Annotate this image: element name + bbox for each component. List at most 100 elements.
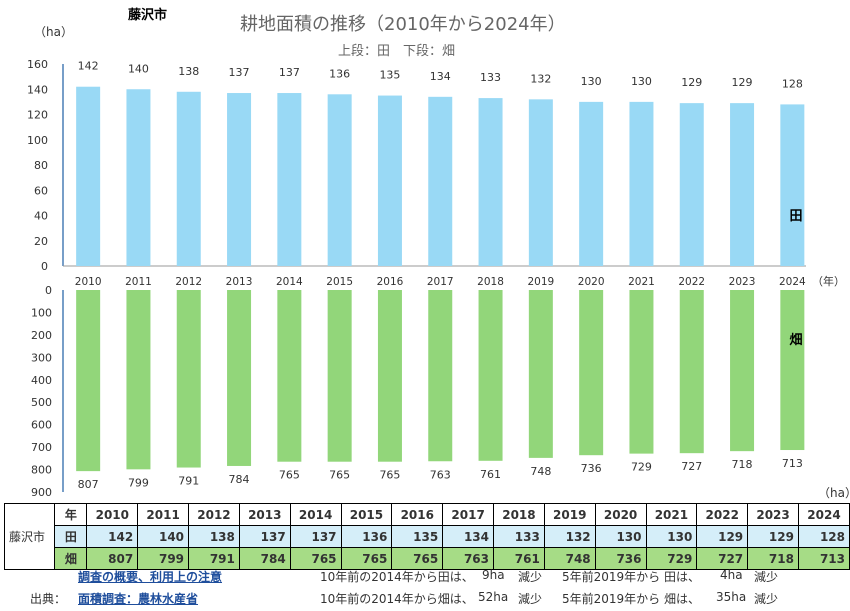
x-tick-label: 2013 — [226, 276, 253, 288]
table-rice-cell: 129 — [747, 525, 799, 548]
x-tick-label: 2011 — [125, 276, 152, 288]
table-field-cell: 784 — [238, 547, 291, 570]
x-tick-label: 2016 — [377, 276, 404, 288]
table-rice-cell: 135 — [391, 525, 444, 548]
rice-bar — [277, 93, 302, 266]
table-year-cell: 2013 — [238, 503, 291, 526]
table-field-cell: 748 — [543, 547, 596, 570]
table-header-row: 年 2010 2011 2012 2013 2014 2015 2016 2017 2018 20… — [3, 503, 850, 526]
x-tick-label: 2015 — [326, 276, 353, 288]
field-value-label: 765 — [279, 469, 300, 482]
field-y-tick-label: 900 — [31, 486, 52, 499]
table-field-cell: 761 — [493, 547, 545, 570]
rice-series-label: 田 — [789, 209, 802, 224]
table-rice-cell: 142 — [86, 525, 139, 548]
x-tick-label: 2020 — [578, 276, 605, 288]
x-tick-label: 2019 — [527, 276, 554, 288]
field-bar — [428, 290, 453, 462]
table-rice-cell: 134 — [442, 525, 495, 548]
table-field-cell: 791 — [188, 547, 240, 570]
field-y-tick-label: 800 — [31, 464, 52, 477]
field-y-tick-label: 700 — [31, 441, 52, 454]
x-tick-label: 2017 — [427, 276, 454, 288]
table-rice-cell: 129 — [696, 525, 749, 548]
field-y-tick-label: 300 — [31, 351, 52, 364]
table-year-cell: 2016 — [391, 503, 444, 526]
rice-bar — [679, 103, 704, 266]
field-y-tick-label: 200 — [31, 329, 52, 342]
table-year-cell: 2010 — [86, 503, 139, 526]
rice-value-label: 129 — [681, 76, 702, 89]
rice-bar — [327, 94, 352, 266]
rice-value-label: 137 — [229, 66, 250, 79]
field-bar — [679, 290, 704, 454]
rice-10y-change: 減少 — [518, 570, 543, 584]
rice-bar — [176, 91, 201, 267]
table-field-cell: 765 — [391, 547, 444, 570]
field-bar — [126, 290, 151, 470]
rice-value-label: 133 — [480, 71, 501, 84]
data-table: 年 2010 2011 2012 2013 2014 2015 2016 2017 2018 20… — [3, 503, 850, 570]
rice-value-label: 129 — [732, 76, 753, 89]
field-y-tick-label: 0 — [45, 284, 52, 297]
field-10y-change: 減少 — [518, 592, 543, 606]
table-field-cell: 799 — [137, 547, 190, 570]
rice-y-tick-label: 100 — [27, 134, 48, 147]
table-field-cell: 763 — [442, 547, 495, 570]
chart-subtitle: 上段：田 下段：畑 — [338, 44, 456, 59]
field-value-label: 784 — [229, 473, 250, 486]
field-value-label: 736 — [581, 462, 602, 475]
table-field-cell: 713 — [797, 547, 850, 570]
field-bar — [730, 290, 755, 452]
rice-bar — [227, 93, 252, 266]
table-rice-cell: 140 — [137, 525, 190, 548]
table-rice-cell: 136 — [340, 525, 393, 548]
rice-10y-text: 10年前の2014年から田は、 — [320, 570, 474, 584]
rice-10y-value: 9ha — [482, 568, 505, 582]
rice-y-tick-label: 160 — [27, 58, 48, 71]
source-link[interactable]: 面積調査：農林水産省 — [78, 592, 199, 606]
table-region-spacer — [3, 547, 55, 570]
rice-bar — [76, 86, 101, 266]
x-tick-label: 2023 — [729, 276, 756, 288]
table-field-cell: 765 — [289, 547, 342, 570]
rice-value-label: 138 — [178, 65, 199, 78]
field-y-tick-label: 600 — [31, 419, 52, 432]
table-rice-cell: 137 — [289, 525, 342, 548]
rice-value-label: 132 — [530, 72, 551, 85]
field-y-tick-label: 100 — [31, 306, 52, 319]
rice-value-label: 136 — [329, 67, 350, 80]
table-rice-cell: 133 — [493, 525, 545, 548]
table-rice-cell: 132 — [543, 525, 596, 548]
field-value-label: 729 — [631, 461, 652, 474]
x-unit-label: （年） — [812, 274, 845, 288]
overview-link[interactable]: 調査の概要、利用上の注意 — [78, 570, 223, 584]
rice-value-label: 135 — [379, 69, 400, 82]
field-value-label: 765 — [379, 469, 400, 482]
rice-y-tick-label: 60 — [34, 184, 48, 197]
table-year-cell: 2011 — [137, 503, 190, 526]
table-rice-cell: 130 — [645, 525, 698, 548]
field-bar — [327, 290, 352, 462]
rice-value-label: 137 — [279, 66, 300, 79]
field-value-label: 807 — [78, 478, 99, 491]
field-5y-value: 35ha — [716, 590, 747, 604]
table-field-label: 畑 — [54, 547, 88, 570]
rice-y-tick-label: 40 — [34, 210, 48, 223]
table-rice-label: 田 — [54, 525, 88, 548]
x-tick-label: 2024 — [779, 276, 806, 288]
table-rice-cell: 138 — [188, 525, 240, 548]
region-label: 藤沢市 — [128, 8, 168, 23]
table-year-cell: 2012 — [188, 503, 240, 526]
table-region-cell: 藤沢市 — [3, 525, 55, 548]
field-series-label: 畑 — [789, 333, 802, 348]
source-label: 出典： — [30, 592, 67, 606]
table-year-cell: 2021 — [645, 503, 698, 526]
rice-bar — [126, 89, 151, 266]
rice-bar — [377, 95, 402, 266]
rice-y-tick-label: 120 — [27, 109, 48, 122]
rice-bar — [478, 98, 503, 267]
x-tick-label: 2014 — [276, 276, 303, 288]
field-value-label: 765 — [329, 469, 350, 482]
field-bar — [277, 290, 302, 462]
